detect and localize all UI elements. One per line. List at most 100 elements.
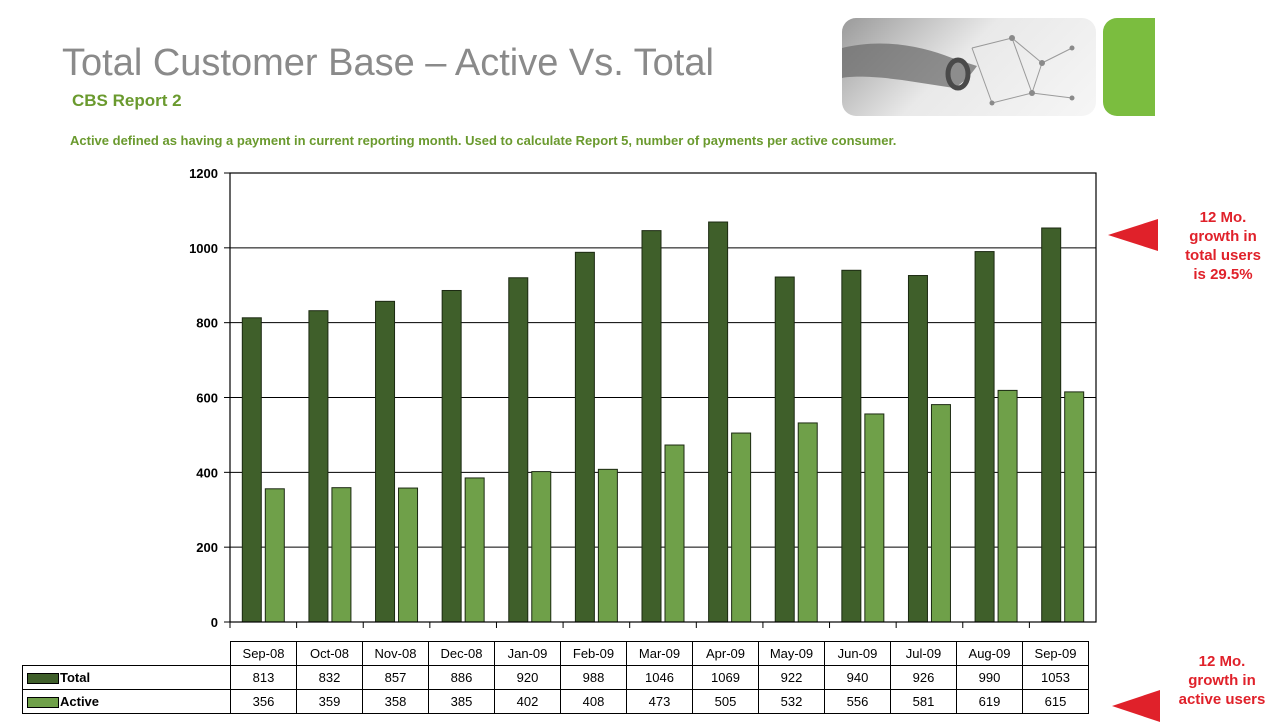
bar-total <box>974 251 995 623</box>
table-series-label: Total <box>22 665 231 690</box>
table-column-header: Sep-08 <box>230 641 297 666</box>
table-column-header: Feb-09 <box>560 641 627 666</box>
legend-swatch <box>27 673 59 685</box>
report-subtitle: CBS Report 2 <box>72 91 182 110</box>
table-cell: 358 <box>362 689 429 714</box>
table-series-label: Active <box>22 689 231 714</box>
total-growth-arrow-icon <box>1108 219 1158 251</box>
table-cell: 940 <box>824 665 891 690</box>
table-cell: 473 <box>626 689 693 714</box>
legend-label: Active <box>60 694 100 709</box>
table-cell: 926 <box>890 665 957 690</box>
table-cell: 813 <box>230 665 297 690</box>
bar-total <box>441 289 462 623</box>
bar-active <box>398 487 419 623</box>
bar-total <box>708 221 729 623</box>
table-row: Total 813 832 857 886 920 988 1046 1069 922 940 926… <box>22 665 1089 690</box>
bar-active <box>264 488 285 623</box>
table-column-header: Sep-09 <box>1022 641 1089 666</box>
y-tick-label: 1000 <box>189 241 218 256</box>
table-column-header: Jul-09 <box>890 641 957 666</box>
bar-total <box>774 276 795 623</box>
table-cell: 581 <box>890 689 957 714</box>
y-tick-label: 400 <box>196 465 218 480</box>
bar-total <box>1041 227 1062 623</box>
bar-active <box>864 413 885 623</box>
bar-active <box>797 422 818 623</box>
table-header-row: Sep-08 Oct-08 Nov-08 Dec-08 Jan-09 Feb-09 Mar-… <box>23 641 1089 666</box>
bar-active <box>731 432 752 623</box>
bar-active <box>597 468 618 623</box>
y-tick-label: 1200 <box>189 166 218 181</box>
bar-active <box>997 389 1018 623</box>
bar-active <box>464 477 485 623</box>
table-cell: 532 <box>758 689 825 714</box>
table-column-header: May-09 <box>758 641 825 666</box>
table-cell: 385 <box>428 689 495 714</box>
table-cell: 556 <box>824 689 891 714</box>
bar-active <box>531 471 552 623</box>
active-growth-arrow-icon <box>1112 690 1160 722</box>
page-title: Total Customer Base – Active Vs. Total <box>62 42 714 84</box>
hand-network-image <box>842 18 1096 116</box>
table-row: Active 356 359 358 385 402 408 473 505 532 556 581 6… <box>22 689 1089 714</box>
annotation-line: 12 Mo. <box>1198 653 1246 670</box>
bar-total <box>375 300 396 623</box>
bar-active <box>331 487 352 623</box>
y-tick-label: 800 <box>196 316 218 331</box>
table-cell: 990 <box>956 665 1023 690</box>
table-column-header: Nov-08 <box>362 641 429 666</box>
table-cell: 832 <box>296 665 363 690</box>
plot-border <box>229 172 1097 623</box>
bar-total <box>308 310 329 623</box>
table-cell: 1046 <box>626 665 693 690</box>
table-cell: 619 <box>956 689 1023 714</box>
bar-total <box>907 275 928 623</box>
table-column-header: Aug-09 <box>956 641 1023 666</box>
y-tick-label: 200 <box>196 540 218 555</box>
bar-total <box>574 251 595 623</box>
table-column-header: Dec-08 <box>428 641 495 666</box>
bar-total <box>841 269 862 623</box>
table-cell: 402 <box>494 689 561 714</box>
annotation-line: is 29.5% <box>1193 266 1253 283</box>
bar-chart: 0 200 400 600 800 1000 1200 <box>189 166 1097 630</box>
table-cell: 1053 <box>1022 665 1089 690</box>
table-cell: 359 <box>296 689 363 714</box>
table-cell: 408 <box>560 689 627 714</box>
annotation-line: growth in <box>1188 672 1256 689</box>
legend-swatch <box>27 697 59 709</box>
active-growth-annotation: 12 Mo. growth in active users <box>1164 652 1280 709</box>
table-column-header: Mar-09 <box>626 641 693 666</box>
data-table: Sep-08 Oct-08 Nov-08 Dec-08 Jan-09 Feb-09 Mar-… <box>22 641 1089 714</box>
table-cell: 356 <box>230 689 297 714</box>
bar-total <box>241 317 262 623</box>
y-tick-label: 600 <box>196 391 218 406</box>
definition-note: Active defined as having a payment in cu… <box>70 133 897 148</box>
table-cell: 1069 <box>692 665 759 690</box>
table-cell: 615 <box>1022 689 1089 714</box>
annotation-line: growth in <box>1189 228 1257 245</box>
bar-active <box>664 444 685 623</box>
annotation-line: total users <box>1185 247 1261 264</box>
network-graphic-icon <box>842 35 1075 106</box>
table-column-header: Oct-08 <box>296 641 363 666</box>
total-growth-annotation: 12 Mo. growth in total users is 29.5% <box>1168 208 1278 284</box>
table-cell: 886 <box>428 665 495 690</box>
table-column-header: Jun-09 <box>824 641 891 666</box>
bar-active <box>1064 391 1085 623</box>
table-cell: 922 <box>758 665 825 690</box>
table-column-header: Jan-09 <box>494 641 561 666</box>
annotation-line: active users <box>1178 691 1266 708</box>
table-cell: 857 <box>362 665 429 690</box>
bar-total <box>641 230 662 623</box>
y-tick-label: 0 <box>211 615 218 630</box>
table-column-header: Apr-09 <box>692 641 759 666</box>
bar-active <box>930 404 951 623</box>
annotation-line: 12 Mo. <box>1199 209 1247 226</box>
table-cell: 988 <box>560 665 627 690</box>
bar-total <box>508 277 529 623</box>
table-cell: 920 <box>494 665 561 690</box>
brand-green-tab <box>1103 18 1155 116</box>
table-cell: 505 <box>692 689 759 714</box>
